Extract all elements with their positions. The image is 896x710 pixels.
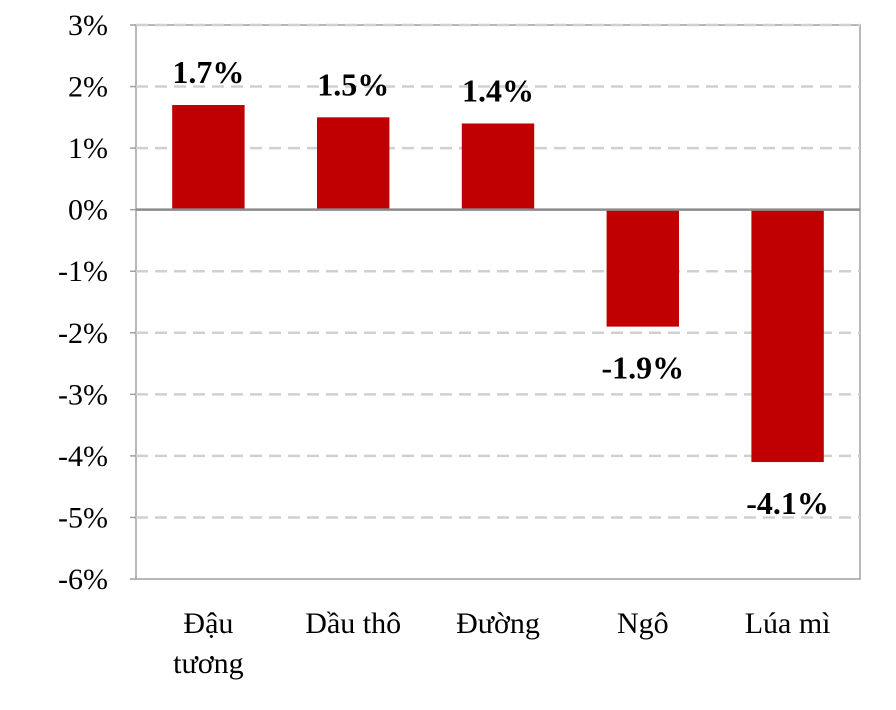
bars (172, 105, 824, 463)
data-label: -4.1% (746, 485, 829, 521)
data-label: 1.5% (317, 66, 389, 102)
y-tick-label: -3% (58, 378, 108, 411)
x-tick-label: Dầu thô (305, 607, 401, 640)
bar (606, 209, 679, 327)
bar (317, 117, 390, 210)
y-tick-label: -6% (58, 563, 108, 596)
y-tick-label: 0% (68, 194, 108, 227)
x-tick-label: tương (173, 647, 243, 680)
x-tick-label: Lúa mì (745, 607, 831, 640)
x-tick-label: Đường (456, 607, 540, 640)
bar (461, 123, 535, 210)
y-tick-label: 2% (68, 71, 108, 104)
data-labels: 1.7% 1.5% 1.4% -1.9% -4.1% (172, 54, 829, 521)
data-label: 1.7% (172, 54, 244, 90)
y-tick-label: -1% (58, 255, 108, 288)
y-axis-ticks: 3% 2% 1% 0% -1% -2% -3% -4% -5% -6% (58, 9, 136, 596)
y-tick-label: 3% (68, 9, 108, 42)
x-axis-ticks: Đậu tương Dầu thô Đường Ngô Lúa mì (173, 607, 830, 680)
y-tick-label: 1% (68, 132, 108, 165)
y-tick-label: -5% (58, 501, 108, 534)
x-tick-label: Ngô (617, 607, 669, 640)
bar (172, 105, 245, 210)
bar (751, 209, 824, 463)
y-tick-label: -4% (58, 440, 108, 473)
data-label: 1.4% (462, 72, 534, 108)
x-tick-label: Đậu (183, 607, 233, 640)
y-tick-label: -2% (58, 317, 108, 350)
data-label: -1.9% (601, 350, 684, 386)
